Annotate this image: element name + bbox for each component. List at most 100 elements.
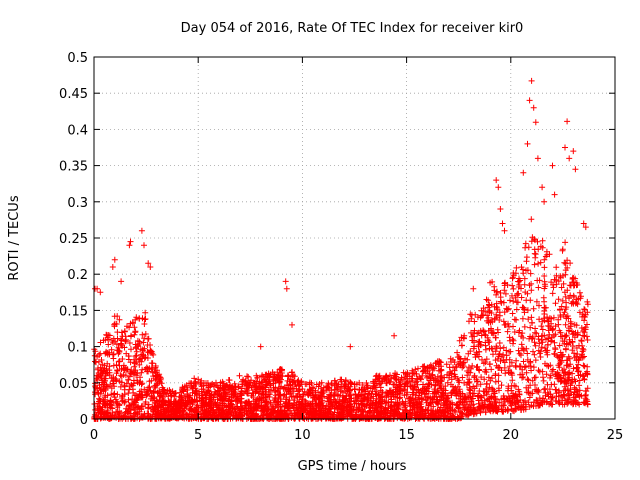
data-point	[510, 323, 516, 330]
data-point	[178, 396, 185, 403]
data-point	[387, 393, 394, 400]
data-point	[308, 380, 315, 387]
data-point	[578, 325, 585, 331]
data-point	[560, 311, 567, 318]
data-point	[113, 414, 120, 421]
data-point	[348, 395, 355, 402]
data-point	[125, 353, 132, 360]
data-point	[132, 328, 139, 335]
data-point	[489, 278, 496, 285]
data-point	[362, 396, 368, 403]
data-point	[402, 402, 409, 409]
data-point	[566, 295, 572, 302]
data-point	[268, 413, 275, 420]
data-point	[509, 282, 516, 289]
data-point	[464, 401, 471, 408]
data-point	[470, 330, 477, 336]
data-point	[502, 398, 509, 405]
data-point	[135, 405, 141, 412]
data-point	[128, 346, 134, 353]
data-point	[191, 375, 198, 382]
data-point	[274, 369, 281, 376]
data-point	[484, 396, 491, 403]
data-point	[92, 358, 98, 365]
data-point	[562, 345, 569, 352]
data-point	[509, 377, 516, 384]
data-point	[423, 374, 430, 381]
data-point	[578, 338, 585, 345]
data-point	[242, 402, 249, 409]
data-point	[552, 277, 559, 283]
y-tick-label: 0.45	[59, 87, 88, 102]
data-point	[456, 386, 463, 393]
data-point	[230, 413, 237, 419]
data-point	[386, 388, 393, 395]
data-point	[327, 397, 334, 404]
data-point	[555, 278, 562, 285]
data-point	[267, 412, 274, 419]
data-point	[381, 398, 388, 405]
data-point	[532, 374, 539, 381]
data-point	[125, 410, 132, 417]
data-point	[469, 362, 476, 369]
data-point	[287, 410, 294, 417]
data-point	[400, 369, 407, 376]
data-point	[126, 340, 133, 346]
data-point	[532, 325, 539, 332]
data-point	[343, 392, 350, 399]
data-point	[208, 399, 214, 406]
data-point	[100, 367, 106, 374]
data-point	[97, 373, 104, 380]
data-point	[148, 392, 155, 399]
data-point	[290, 402, 297, 409]
data-point	[359, 391, 366, 398]
data-point	[261, 377, 268, 384]
data-point	[541, 198, 548, 205]
data-point	[253, 383, 260, 389]
data-point	[131, 363, 138, 370]
data-point	[549, 334, 555, 341]
data-point	[492, 334, 499, 341]
data-point	[507, 297, 513, 304]
data-point	[108, 346, 115, 353]
data-point	[506, 334, 513, 341]
x-tick-label: 10	[294, 428, 311, 443]
data-point	[448, 381, 454, 388]
data-point	[572, 378, 579, 385]
data-point	[202, 394, 209, 401]
data-point	[377, 414, 384, 421]
data-point	[513, 299, 520, 306]
data-point	[181, 403, 188, 410]
data-point	[566, 325, 572, 332]
data-point	[414, 401, 421, 408]
data-point	[522, 397, 528, 404]
data-point	[545, 363, 552, 370]
data-point	[539, 244, 546, 251]
data-point	[584, 401, 591, 408]
data-point	[541, 386, 548, 393]
data-point	[534, 277, 541, 284]
data-point	[454, 349, 461, 356]
data-point	[497, 298, 504, 305]
data-point	[502, 279, 508, 286]
data-point	[358, 386, 365, 393]
data-point	[497, 290, 504, 296]
data-point	[223, 411, 230, 418]
data-point	[145, 404, 152, 411]
data-point	[434, 373, 441, 380]
data-point	[327, 405, 333, 412]
data-point	[126, 403, 133, 410]
data-point	[567, 292, 574, 299]
x-tick-label: 20	[503, 428, 520, 443]
data-point	[561, 366, 567, 373]
data-point	[578, 351, 585, 358]
data-point	[512, 383, 519, 390]
data-point	[531, 339, 538, 346]
data-point	[469, 393, 476, 400]
data-point	[419, 408, 426, 415]
data-point	[526, 282, 533, 289]
data-point	[118, 379, 125, 386]
data-point	[553, 390, 560, 397]
data-point	[536, 340, 543, 347]
data-point	[156, 378, 163, 385]
